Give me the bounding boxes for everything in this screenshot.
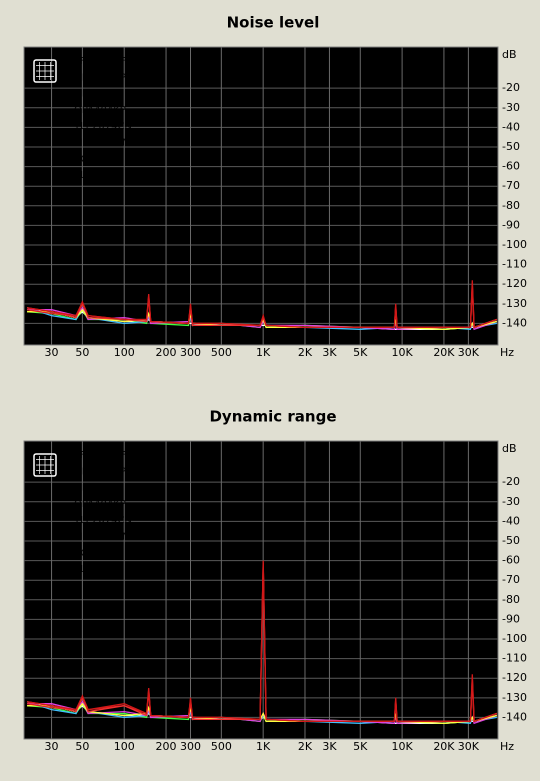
y-tick-label: -140 xyxy=(502,316,527,329)
y-axis-label: dB xyxy=(502,442,517,455)
x-tick-label: 30 xyxy=(45,346,59,359)
y-tick-label: -140 xyxy=(502,710,527,723)
x-tick-label: 50 xyxy=(75,740,89,753)
legend-label: MC4558CN xyxy=(74,138,130,149)
y-tick-label: -90 xyxy=(502,218,520,231)
y-tick-label: -100 xyxy=(502,632,527,645)
legend-icon xyxy=(33,59,57,83)
legend-label: MC4558CN xyxy=(74,532,130,543)
y-tick-label: -40 xyxy=(502,514,520,527)
legend-icon-frame xyxy=(33,59,57,83)
x-tick-label: 20K xyxy=(433,740,455,753)
x-tick-label: 300 xyxy=(180,346,201,359)
legend-label: TLE2074CN xyxy=(73,515,132,526)
x-tick-label: 500 xyxy=(211,740,232,753)
y-tick-label: -60 xyxy=(502,160,520,173)
y-tick-label: -50 xyxy=(502,534,520,547)
legend-label: RC4560 xyxy=(74,548,113,559)
legend-label: OP27G xyxy=(74,89,108,100)
x-tick-label: 10K xyxy=(391,346,413,359)
legend-icon-frame xyxy=(33,453,57,477)
y-tick-label: -110 xyxy=(502,652,527,665)
y-tick-label: -80 xyxy=(502,199,520,212)
x-tick-label: 200 xyxy=(156,346,177,359)
plot-area xyxy=(23,46,499,346)
y-tick-label: -120 xyxy=(502,671,527,684)
x-tick-label: 1K xyxy=(256,740,271,753)
legend-label: FF800 REF xyxy=(74,56,127,67)
legend-label: FF800 REF xyxy=(74,450,127,461)
y-tick-label: -30 xyxy=(502,101,520,114)
legend-label: TL072CN xyxy=(73,564,119,575)
x-tick-label: 30K xyxy=(458,346,480,359)
y-tick-label: -20 xyxy=(502,81,520,94)
y-tick-label: -70 xyxy=(502,179,520,192)
x-tick-label: 30 xyxy=(45,740,59,753)
x-tick-label: 30K xyxy=(458,740,480,753)
chart-title: Dynamic range xyxy=(209,408,336,426)
series-line xyxy=(26,560,498,723)
legend-label: RC4560 xyxy=(74,154,113,165)
y-tick-label: -120 xyxy=(502,277,527,290)
legend-label: TLE2074CN xyxy=(73,121,132,132)
x-tick-label: 50 xyxy=(75,346,89,359)
x-tick-label: 3K xyxy=(322,346,337,359)
x-tick-label: 5K xyxy=(353,740,368,753)
y-tick-label: -90 xyxy=(502,612,520,625)
y-tick-label: -100 xyxy=(502,238,527,251)
y-tick-label: -130 xyxy=(502,691,527,704)
x-axis-label: Hz xyxy=(500,740,514,753)
y-tick-label: -60 xyxy=(502,554,520,567)
x-tick-label: 100 xyxy=(114,346,135,359)
legend-label: OPA627AP xyxy=(74,72,126,83)
y-tick-label: -70 xyxy=(502,573,520,586)
x-tick-label: 20K xyxy=(433,346,455,359)
y-axis-label: dB xyxy=(502,48,517,61)
y-tick-label: -130 xyxy=(502,297,527,310)
y-tick-label: -110 xyxy=(502,258,527,271)
legend-icon xyxy=(33,453,57,477)
x-tick-label: 2K xyxy=(298,740,313,753)
x-tick-label: 500 xyxy=(211,346,232,359)
chart-title: Noise level xyxy=(227,14,320,32)
x-tick-label: 1K xyxy=(256,346,271,359)
x-axis-label: Hz xyxy=(500,346,514,359)
legend-label: OPA627AP xyxy=(74,466,126,477)
y-tick-label: -50 xyxy=(502,140,520,153)
x-tick-label: 300 xyxy=(180,740,201,753)
y-tick-label: -80 xyxy=(502,593,520,606)
legend-label: OP27G xyxy=(74,483,108,494)
x-tick-label: 10K xyxy=(391,740,413,753)
y-tick-label: -40 xyxy=(502,120,520,133)
x-tick-label: 5K xyxy=(353,346,368,359)
series-line xyxy=(26,280,498,329)
y-tick-label: -20 xyxy=(502,475,520,488)
x-tick-label: 3K xyxy=(322,740,337,753)
y-tick-label: -30 xyxy=(502,495,520,508)
x-tick-label: 100 xyxy=(114,740,135,753)
legend-label: TL072CN xyxy=(73,170,119,181)
legend-label: OPA404KP xyxy=(74,499,126,510)
x-tick-label: 2K xyxy=(298,346,313,359)
x-tick-label: 200 xyxy=(156,740,177,753)
legend-label: OPA404KP xyxy=(74,105,126,116)
